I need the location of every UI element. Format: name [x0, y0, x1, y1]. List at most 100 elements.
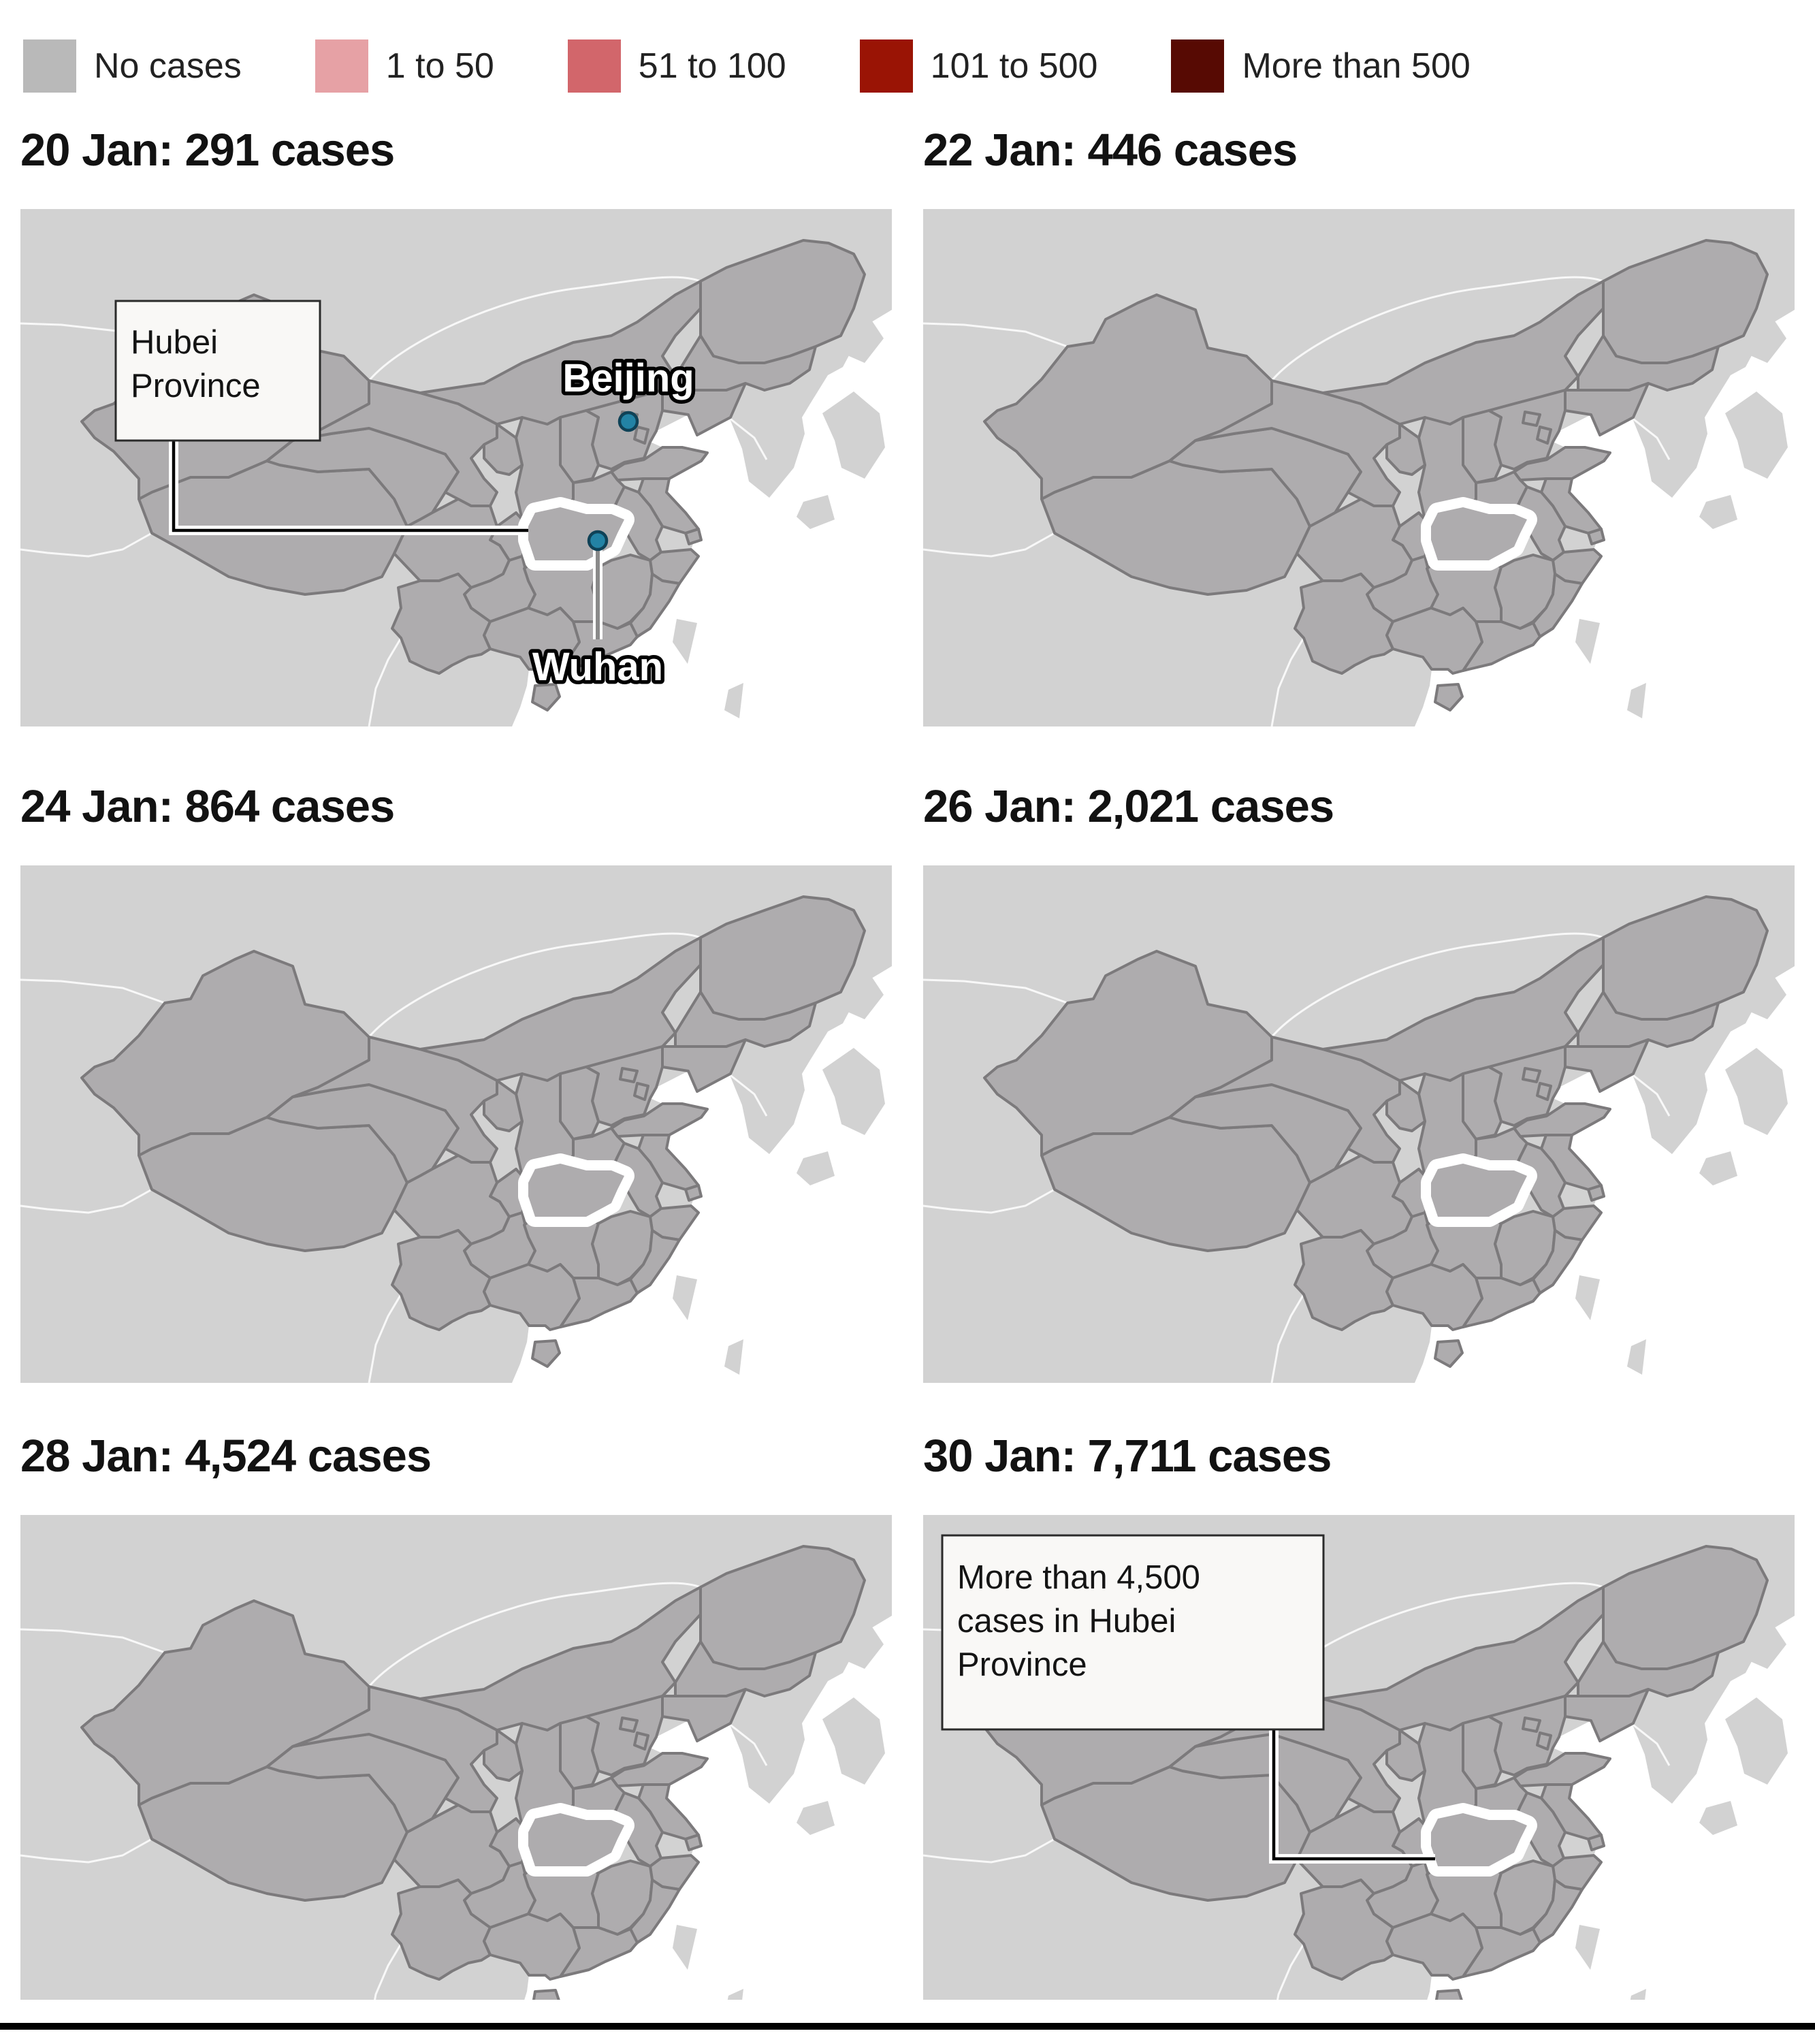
province-ningxia — [483, 1729, 524, 1782]
hubei-callout-box — [114, 300, 321, 442]
legend-label: More than 500 — [1242, 46, 1471, 86]
province-shanghai — [1587, 1184, 1605, 1202]
province-tianjin — [633, 1082, 649, 1101]
province-fujian — [629, 1879, 681, 1944]
province-ningxia — [483, 1079, 524, 1132]
province-guangxi — [483, 1913, 581, 1981]
china-choropleth-map: Hubei Province Beijing Wuhan More than 4… — [20, 1515, 892, 2000]
province-liaoning — [1564, 1688, 1650, 1742]
province-hubei — [528, 1164, 624, 1217]
province-liaoning — [1564, 1038, 1650, 1093]
province-ningxia — [1385, 1079, 1426, 1132]
province-liaoning — [661, 382, 747, 436]
province-ningxia — [483, 423, 524, 476]
legend-swatch-1-50 — [315, 39, 368, 93]
panel-title-30-jan: 30 Jan: 7,711 cases — [923, 1431, 1332, 1482]
beijing-dot — [617, 411, 639, 432]
province-hubei — [1431, 1813, 1527, 1866]
panel-title-24-jan: 24 Jan: 864 cases — [20, 781, 395, 832]
china-choropleth-map: Hubei Province Beijing Wuhan More than 4… — [923, 1515, 1795, 2000]
map-22-jan: Hubei Province Beijing Wuhan More than 4… — [923, 209, 1795, 726]
province-shanghai — [1587, 1834, 1605, 1851]
province-hainan — [531, 1339, 561, 1368]
panel-title-20-jan: 20 Jan: 291 cases — [20, 125, 395, 176]
province-shandong — [610, 1102, 709, 1138]
provinces — [983, 895, 1769, 1368]
province-beijing — [619, 1067, 639, 1083]
legend-label: 101 to 500 — [930, 46, 1098, 86]
china-choropleth-map: Hubei Province Beijing Wuhan More than 4… — [20, 865, 892, 1383]
province-hainan — [1434, 1339, 1464, 1368]
provinces — [983, 239, 1769, 712]
panel-26-jan: 26 Jan: 2,021 cases — [923, 780, 1795, 1383]
province-guangxi — [483, 1263, 581, 1331]
legend-item-more-500: More than 500 — [1171, 39, 1471, 93]
province-yunnan — [391, 573, 492, 675]
province-beijing — [619, 1716, 639, 1733]
province-yunnan — [1294, 573, 1394, 675]
province-beijing — [1522, 411, 1541, 427]
panel-20-jan: 20 Jan: 291 cases — [20, 124, 892, 726]
province-tianjin — [1536, 1082, 1552, 1101]
province-yunnan — [391, 1879, 492, 1981]
wuhan-dot — [587, 530, 609, 552]
hubei-cases-callout-line2: cases in Hubei — [957, 1603, 1176, 1640]
province-shanghai — [684, 528, 703, 545]
legend-swatch-more-500 — [1171, 39, 1225, 93]
map-24-jan: Hubei Province Beijing Wuhan More than 4… — [20, 865, 892, 1383]
province-ningxia — [1385, 1729, 1426, 1782]
province-yunnan — [1294, 1229, 1394, 1331]
legend: No cases 1 to 50 51 to 100 101 to 500 Mo… — [23, 39, 1544, 93]
map-20-jan: Hubei Province Beijing Wuhan More than 4… — [20, 209, 892, 726]
hubei-cases-callout-box — [941, 1534, 1325, 1731]
panel-30-jan: 30 Jan: 7,711 cases — [923, 1430, 1795, 2000]
province-shanghai — [684, 1834, 703, 1851]
legend-item-51-100: 51 to 100 — [567, 39, 786, 93]
province-guangxi — [483, 607, 581, 675]
legend-item-1-50: 1 to 50 — [315, 39, 494, 93]
province-yunnan — [391, 1229, 492, 1331]
provinces — [80, 895, 866, 1368]
province-guangxi — [1385, 1913, 1483, 1981]
province-guangxi — [1385, 1263, 1483, 1331]
hubei-cases-callout-line1: More than 4,500 — [957, 1559, 1200, 1596]
legend-item-101-500: 101 to 500 — [859, 39, 1098, 93]
province-beijing — [1522, 1716, 1541, 1733]
legend-swatch-51-100 — [567, 39, 621, 93]
beijing-label: Beijing — [562, 356, 694, 400]
province-shanghai — [1587, 528, 1605, 545]
province-liaoning — [1564, 382, 1650, 436]
wuhan-label: Wuhan — [532, 645, 663, 689]
hubei-callout-line1: Hubei — [131, 324, 218, 361]
province-hubei — [1431, 507, 1527, 560]
province-fujian — [629, 1229, 681, 1294]
province-shandong — [1513, 1752, 1611, 1787]
footer-rule — [0, 2023, 1815, 2030]
province-shandong — [610, 1752, 709, 1787]
hubei-cases-callout-line3: Province — [957, 1646, 1087, 1683]
panel-title-28-jan: 28 Jan: 4,524 cases — [20, 1431, 432, 1482]
annotations-30-jan: More than 4,500 cases in Hubei Province — [941, 1534, 1435, 1864]
panel-title-22-jan: 22 Jan: 446 cases — [923, 125, 1298, 176]
legend-swatch-101-500 — [859, 39, 913, 93]
china-choropleth-map: Hubei Province Beijing Wuhan More than 4… — [923, 865, 1795, 1383]
legend-label: No cases — [94, 46, 242, 86]
province-hubei — [528, 1813, 624, 1866]
legend-swatch-no-cases — [23, 39, 76, 93]
panel-title-26-jan: 26 Jan: 2,021 cases — [923, 781, 1334, 832]
province-beijing — [1522, 1067, 1541, 1083]
panel-24-jan: 24 Jan: 864 cases — [20, 780, 892, 1383]
hubei-callout-line2: Province — [131, 368, 261, 404]
panel-28-jan: 28 Jan: 4,524 cases — [20, 1430, 892, 2000]
province-shanghai — [684, 1184, 703, 1202]
legend-label: 51 to 100 — [638, 46, 786, 86]
panel-22-jan: 22 Jan: 446 cases — [923, 124, 1795, 726]
province-liaoning — [661, 1038, 747, 1093]
province-fujian — [629, 573, 681, 638]
provinces — [80, 1545, 866, 2000]
province-fujian — [1532, 1229, 1584, 1294]
province-shandong — [610, 446, 709, 481]
annotations-20-jan: Hubei Province Beijing Wuhan — [114, 300, 698, 693]
legend-label: 1 to 50 — [385, 46, 494, 86]
